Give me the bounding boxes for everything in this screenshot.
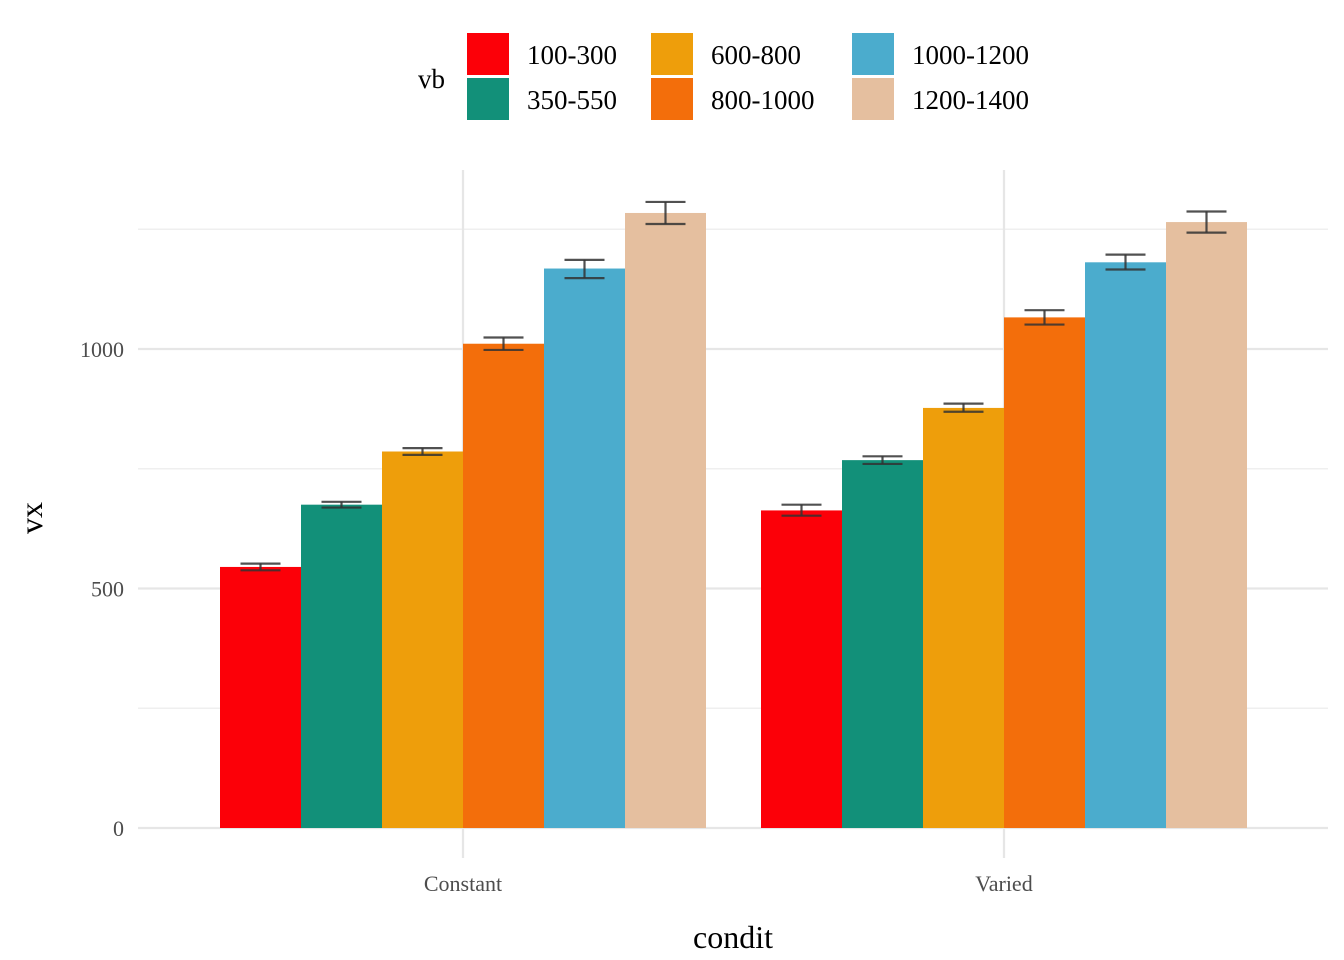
legend-label: 800-1000: [711, 85, 815, 115]
error-bars: [240, 200, 1227, 572]
bar: [761, 510, 842, 828]
bar: [220, 566, 301, 828]
bar: [923, 407, 1004, 828]
legend-label: 100-300: [527, 40, 617, 70]
legend-label: 1200-1400: [912, 85, 1029, 115]
bar: [625, 212, 706, 829]
x-tick-label: Constant: [424, 871, 502, 896]
legend-key: [852, 78, 894, 120]
legend-key: [467, 33, 509, 75]
y-axis-ticks: 0 500 1000: [80, 337, 124, 841]
x-axis-title: condit: [693, 919, 773, 955]
legend-label: 350-550: [527, 85, 617, 115]
x-axis-ticks: Constant Varied: [424, 871, 1033, 896]
y-axis-title: vx: [13, 502, 49, 534]
legend: vb 100-300 350-550 600-800 800-1000 1000-120…: [418, 33, 1029, 120]
bar: [382, 451, 463, 828]
bar: [842, 460, 923, 828]
bar: [301, 504, 382, 828]
y-tick-label: 1000: [80, 337, 124, 362]
bar: [544, 268, 625, 828]
legend-key: [852, 33, 894, 75]
legend-key: [467, 78, 509, 120]
x-tick-label: Varied: [975, 871, 1032, 896]
legend-key: [651, 33, 693, 75]
bar: [463, 343, 544, 828]
bars: [220, 212, 1247, 829]
y-tick-label: 500: [91, 577, 124, 602]
bar: [1085, 262, 1166, 828]
bar: [1166, 222, 1247, 828]
legend-label: 1000-1200: [912, 40, 1029, 70]
legend-title: vb: [418, 64, 445, 94]
legend-key: [651, 78, 693, 120]
y-tick-label: 0: [113, 816, 124, 841]
bar: [1004, 317, 1085, 828]
legend-label: 600-800: [711, 40, 801, 70]
